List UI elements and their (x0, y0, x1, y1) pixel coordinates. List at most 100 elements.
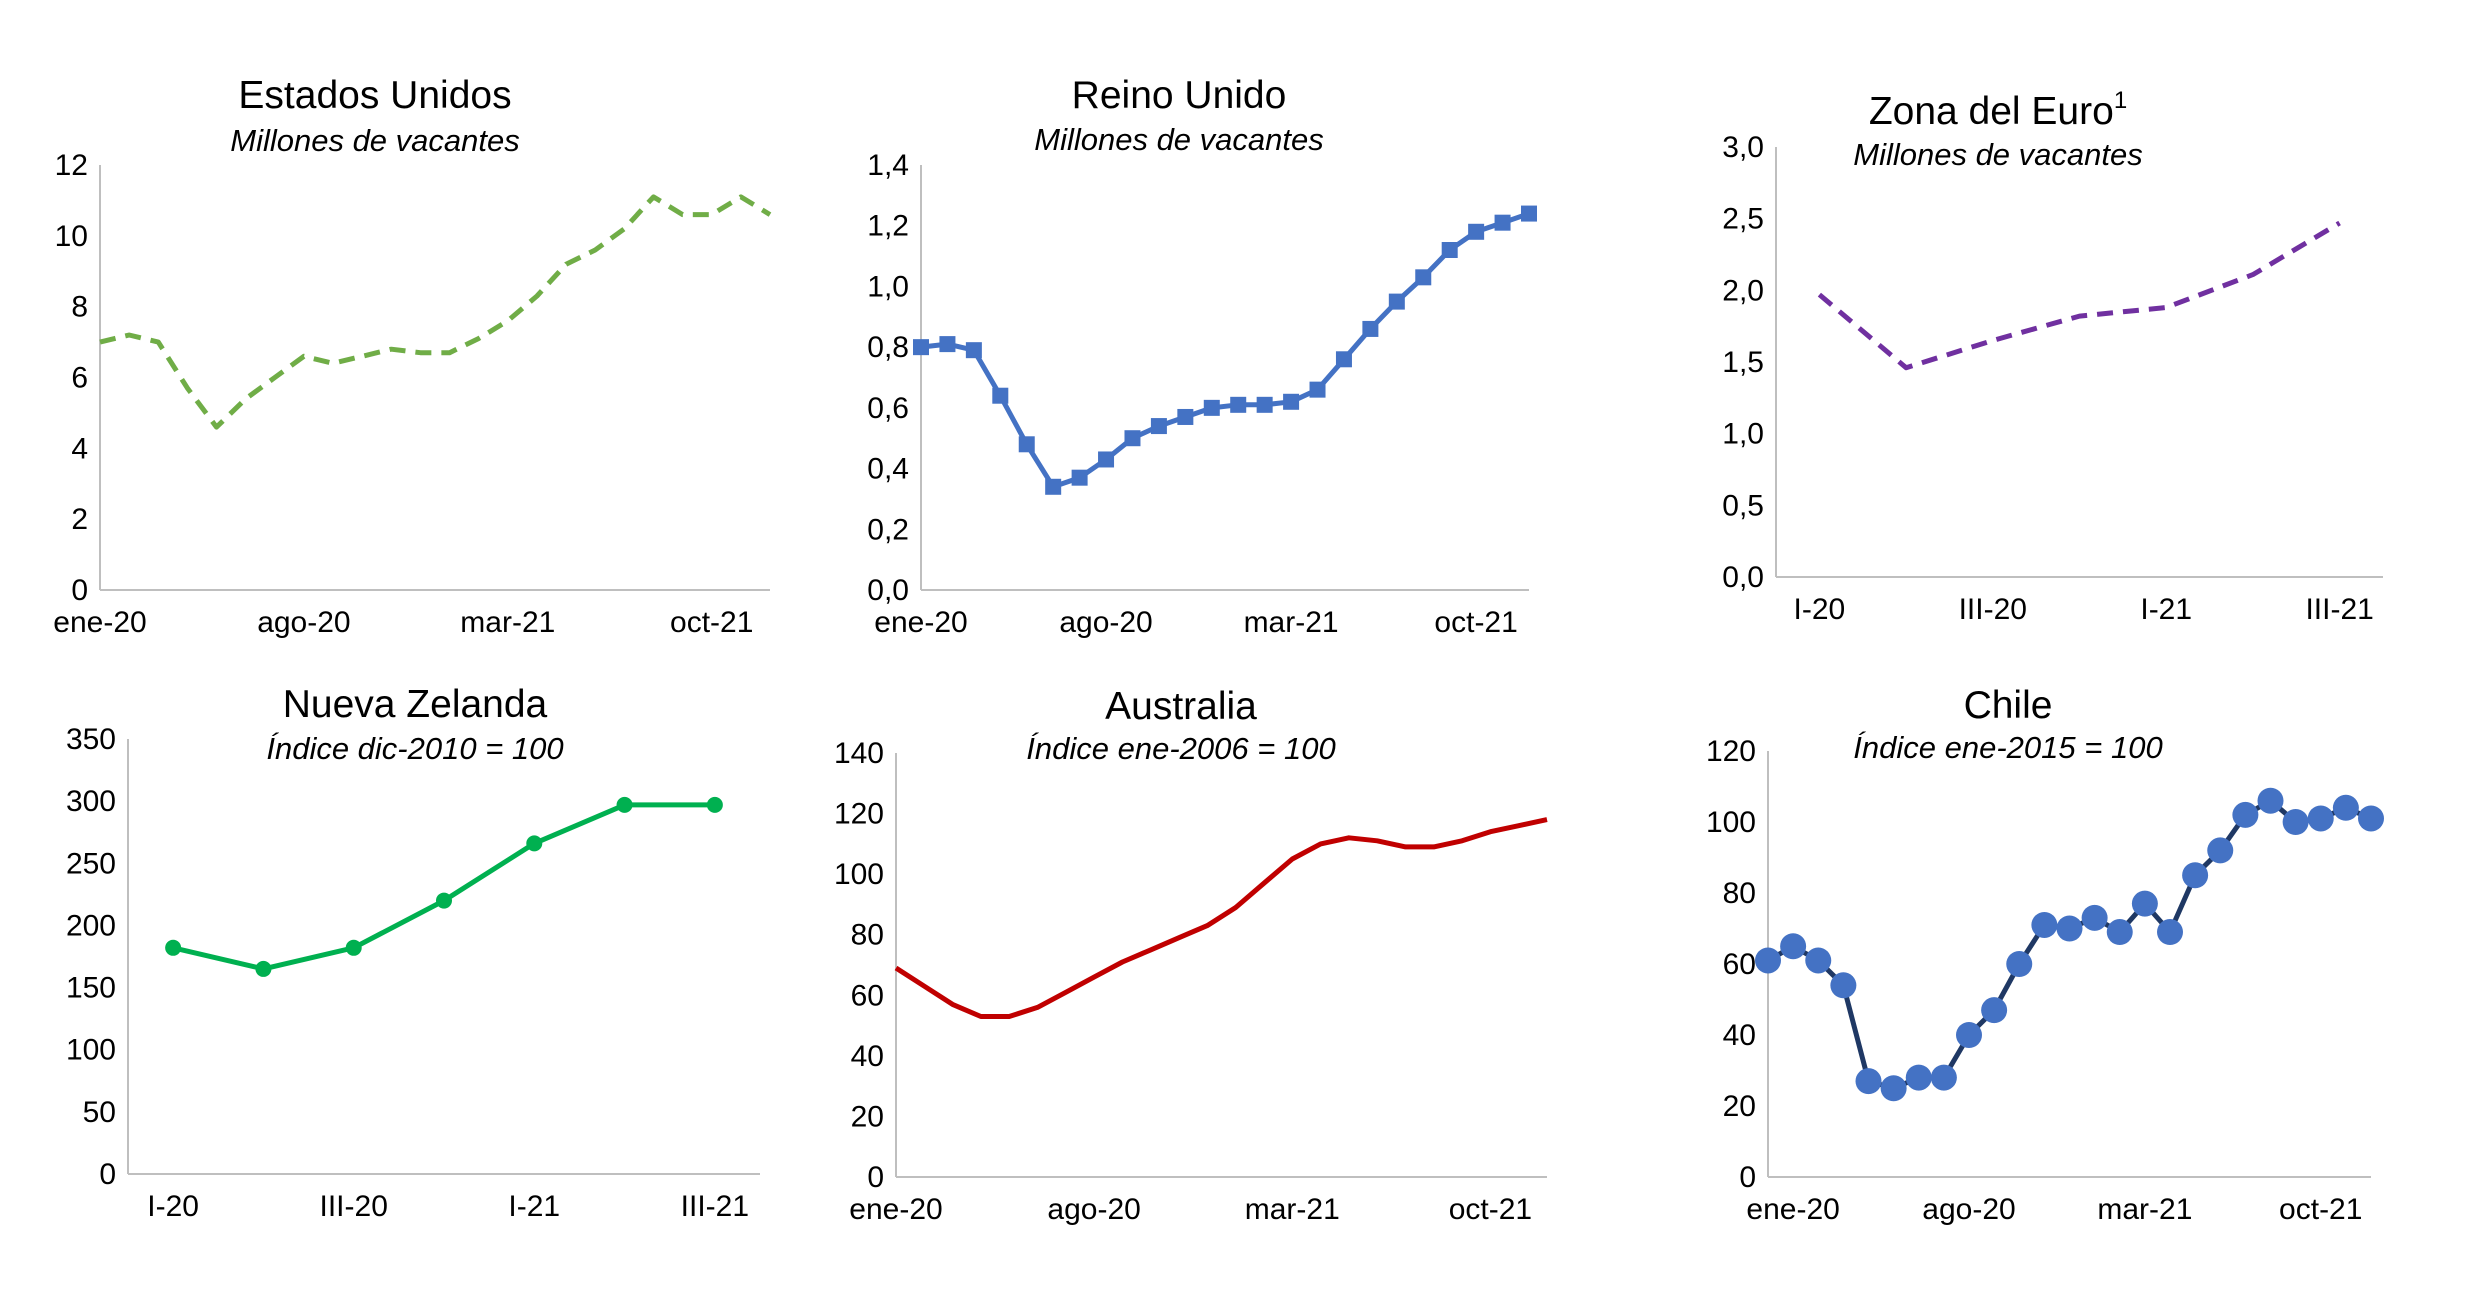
data-point (1230, 396, 1247, 413)
chart-title: Australia (1105, 685, 1257, 728)
data-point (1203, 399, 1220, 416)
data-point (2131, 890, 2158, 917)
y-tick-label: 1,0 (867, 270, 909, 303)
x-tick-label: ago-20 (1059, 606, 1152, 639)
chart-subtitle: Índice ene-2015 = 100 (1853, 730, 2162, 765)
data-point (1855, 1068, 1882, 1095)
y-tick-label: 60 (851, 979, 884, 1012)
data-point (2257, 787, 2284, 814)
chart-subtitle: Millones de vacantes (1853, 137, 2143, 172)
data-point (965, 342, 982, 359)
data-point (2358, 805, 2384, 832)
y-tick-label: 60 (1723, 948, 1756, 981)
y-tick-label: 350 (66, 723, 116, 756)
y-tick-label: 40 (1723, 1019, 1756, 1052)
data-point (2332, 794, 2359, 821)
y-tick-label: 0,0 (867, 574, 909, 607)
y-tick-label: 0,0 (1722, 561, 1764, 594)
y-tick-label: 12 (55, 149, 88, 182)
y-tick-label: 250 (66, 847, 116, 880)
x-tick-label: oct-21 (2279, 1193, 2362, 1226)
data-point (1930, 1064, 1957, 1091)
x-tick-label: ago-20 (257, 606, 350, 639)
y-tick-label: 3,0 (1722, 131, 1764, 164)
y-tick-label: 80 (851, 919, 884, 952)
data-point (1905, 1064, 1932, 1091)
y-tick-label: 0 (71, 574, 88, 607)
series-line (920, 211, 1530, 490)
chart-subtitle: Índice ene-2006 = 100 (1026, 731, 1335, 766)
y-tick-label: 1,0 (1722, 418, 1764, 451)
chart-title: Zona del Euro1 (1869, 87, 2127, 133)
x-tick-label: ene-20 (849, 1193, 942, 1226)
x-tick-label: ago-20 (1922, 1193, 2015, 1226)
data-point (1177, 408, 1194, 425)
x-tick-label: I-20 (1794, 593, 1846, 626)
data-point (436, 892, 452, 909)
y-tick-label: 6 (71, 362, 88, 395)
x-tick-label: oct-21 (1434, 606, 1517, 639)
y-tick-label: 40 (851, 1040, 884, 1073)
data-point (2106, 919, 2133, 946)
y-tick-label: 120 (1706, 735, 1756, 768)
x-tick-label: mar-21 (1244, 606, 1339, 639)
data-point (992, 387, 1009, 404)
y-tick-label: 0 (1739, 1161, 1756, 1194)
data-point (2031, 911, 2058, 938)
data-point (1415, 269, 1432, 286)
data-point (1388, 293, 1405, 310)
data-point (1309, 381, 1326, 398)
data-point (1755, 947, 1781, 974)
y-tick-label: 50 (83, 1096, 116, 1129)
y-tick-label: 100 (66, 1034, 116, 1067)
y-tick-label: 140 (834, 737, 884, 770)
y-tick-label: 80 (1723, 877, 1756, 910)
data-point (2307, 805, 2334, 832)
data-point (1362, 320, 1379, 337)
data-point (1780, 933, 1807, 960)
data-point (1805, 947, 1832, 974)
data-point (1045, 478, 1062, 495)
chart-title: Chile (1964, 684, 2053, 727)
chart-nueva-zelanda: Nueva Zelanda Índice dic-2010 = 100 0 50 100… (66, 683, 760, 1223)
title-footnote-mark: 1 (2114, 87, 2127, 114)
data-point (1494, 214, 1511, 231)
y-tick-label: 0,2 (867, 513, 909, 546)
x-tick-label: III-21 (681, 1190, 749, 1223)
data-point (1830, 972, 1857, 999)
data-point (939, 336, 956, 353)
x-tick-label: mar-21 (460, 606, 555, 639)
x-tick-label: oct-21 (1449, 1193, 1532, 1226)
y-tick-label: 20 (1723, 1090, 1756, 1123)
data-point (1150, 418, 1167, 435)
x-tick-label: III-21 (2305, 593, 2373, 626)
data-point (2056, 915, 2083, 942)
y-tick-label: 2,0 (1722, 274, 1764, 307)
chart-title: Reino Unido (1072, 74, 1287, 117)
x-tick-label: mar-21 (2097, 1193, 2192, 1226)
data-point (2157, 919, 2183, 946)
data-point (1441, 242, 1458, 258)
x-tick-label: I-20 (147, 1190, 199, 1223)
y-tick-label: 120 (834, 798, 884, 831)
chart-subtitle: Millones de vacantes (230, 123, 520, 158)
data-point (1880, 1075, 1907, 1102)
data-point (706, 796, 723, 813)
y-tick-label: 2 (71, 503, 88, 536)
x-tick-label: III-20 (1959, 593, 2027, 626)
x-tick-label: ene-20 (53, 606, 146, 639)
data-point (2182, 862, 2209, 889)
data-point (526, 835, 543, 852)
y-tick-label: 300 (66, 785, 116, 818)
chart-title: Estados Unidos (238, 74, 511, 117)
y-tick-label: 0,8 (867, 331, 909, 364)
x-tick-label: ene-20 (874, 606, 967, 639)
y-tick-label: 1,5 (1722, 346, 1764, 379)
y-tick-label: 20 (851, 1100, 884, 1133)
y-tick-label: 1,4 (867, 149, 909, 182)
x-tick-label: ago-20 (1047, 1193, 1140, 1226)
data-point (1335, 351, 1352, 368)
